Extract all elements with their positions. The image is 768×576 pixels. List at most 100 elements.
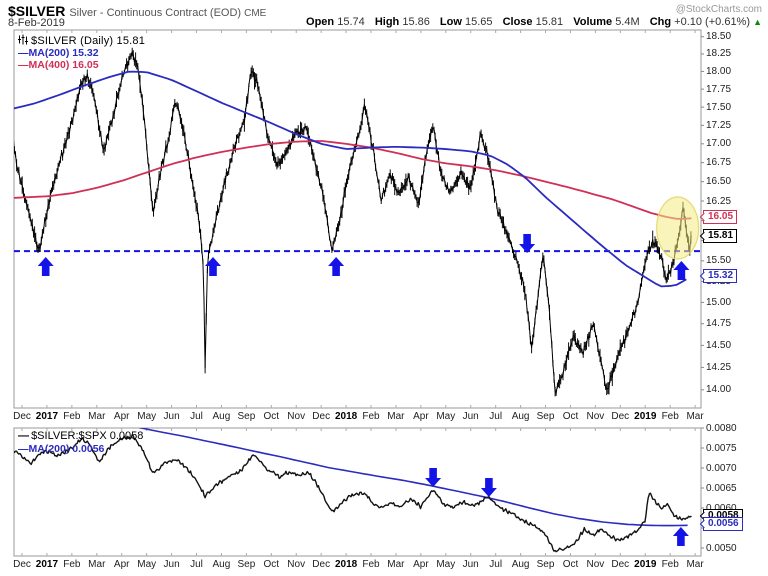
x-axis-label-ratio: Dec <box>13 559 31 570</box>
x-axis-label-price: Feb <box>661 411 679 422</box>
y-axis-label-ratio: 0.0060 <box>706 502 737 514</box>
x-axis-label-price: 2019 <box>634 411 657 422</box>
x-axis-label-price: Sep <box>237 411 256 422</box>
down-arrow-price <box>519 234 536 253</box>
up-arrow-price <box>37 257 54 276</box>
x-axis-label-ratio: May <box>436 559 456 570</box>
high-value: 15.86 <box>402 16 430 28</box>
price-callout-16.05: 16.05 <box>703 209 738 224</box>
down-arrow-ratio <box>480 478 497 497</box>
x-axis-label-ratio: Apr <box>413 559 429 570</box>
x-axis-label-price: Dec <box>611 411 630 422</box>
volume-label: Volume <box>573 16 613 28</box>
y-axis-label-price: 14.75 <box>706 318 732 330</box>
ma400-legend: —MA(400) 16.05 <box>18 59 99 71</box>
x-axis-label-price: May <box>137 411 157 422</box>
ratio-callout-0.0056: 0.0056 <box>703 517 743 531</box>
y-axis-label-ratio: 0.0050 <box>706 542 737 554</box>
stockcharts-credit: @StockCharts.com <box>675 4 762 15</box>
x-axis-label-price: Apr <box>113 411 130 422</box>
x-axis-label-ratio: Aug <box>511 559 530 570</box>
x-axis-label-price: Oct <box>263 411 280 422</box>
ratio-legend: — $SILVER:$SPX 0.0058 <box>18 430 144 442</box>
x-axis-label-ratio: Feb <box>661 559 679 570</box>
up-arrow-price <box>205 257 221 276</box>
x-axis-label-price: Dec <box>312 411 331 422</box>
volume-value: 5.4M <box>615 16 640 28</box>
x-axis-label-ratio: Mar <box>387 559 405 570</box>
symbol-name: Silver - Continuous Contract (EOD) <box>69 7 242 19</box>
x-axis-label-ratio: Jun <box>462 559 479 570</box>
symbol-title: $SILVER <box>8 3 66 19</box>
y-axis-label-price: 18.50 <box>706 31 732 43</box>
x-axis-label-price: Mar <box>387 411 405 422</box>
ma200-legend-label: MA(200) 15.32 <box>28 47 99 59</box>
x-axis-label-price: Feb <box>63 411 81 422</box>
x-axis-label-price: 2017 <box>35 411 59 422</box>
x-axis-label-ratio: Dec <box>312 559 331 570</box>
highlight-ellipse <box>656 196 700 260</box>
x-axis-label-price: Sep <box>536 411 555 422</box>
x-axis-label-price: Jul <box>190 411 203 422</box>
open-label: Open <box>306 16 335 28</box>
x-axis-label-price: Jul <box>489 411 503 422</box>
y-axis-label-price: 16.25 <box>706 195 732 207</box>
chg-value: +0.10 (+0.61%) <box>674 16 751 28</box>
y-axis-label-price: 18.00 <box>706 65 732 77</box>
ratio-series-line <box>14 434 692 553</box>
up-arrow-price <box>328 257 345 276</box>
ma200-legend: —MA(200) 15.32 <box>18 47 99 59</box>
ratio-legend-label: $SILVER:$SPX 0.0058 <box>31 430 144 442</box>
x-axis-label-ratio: Oct <box>562 559 579 570</box>
low-value: 15.65 <box>464 16 493 28</box>
ma400-line <box>14 140 692 220</box>
x-axis-label-ratio: Apr <box>113 559 130 570</box>
x-axis-label-ratio: Dec <box>611 559 630 570</box>
x-axis-label-ratio: Jun <box>163 559 180 570</box>
price-series <box>14 47 692 397</box>
x-axis-label-price: Oct <box>562 411 579 422</box>
x-axis-label-ratio: 2017 <box>35 559 59 570</box>
x-axis-label-ratio: Nov <box>586 559 605 570</box>
x-axis-label-price: Aug <box>511 411 530 422</box>
x-axis-label-ratio: Nov <box>287 559 306 570</box>
y-axis-label-price: 16.50 <box>706 176 732 188</box>
quote-summary: Open 15.74 High 15.86 Low 15.65 Close 15… <box>299 16 762 28</box>
y-axis-label-price: 14.50 <box>706 339 732 351</box>
sharpchart-icon <box>18 34 28 45</box>
low-label: Low <box>439 16 462 28</box>
up-arrow-price <box>673 261 690 280</box>
chg-up-arrow-icon: ▲ <box>753 17 762 27</box>
y-axis-label-price: 17.50 <box>706 101 732 113</box>
y-axis-label-price: 15.00 <box>706 296 732 308</box>
x-axis-label-ratio: Sep <box>536 559 555 570</box>
x-axis-label-price: Apr <box>413 411 429 422</box>
x-axis-label-ratio: Oct <box>263 559 280 570</box>
ratio-ma-legend-label: MA(200) 0.0056 <box>28 443 105 455</box>
y-axis-label-price: 17.00 <box>706 138 732 150</box>
price-callout-15.32: 15.32 <box>703 268 738 283</box>
price-legend-label: $SILVER (Daily) 15.81 <box>31 35 146 47</box>
x-axis-label-price: Mar <box>88 411 106 422</box>
close-value: 15.81 <box>535 16 564 28</box>
ratio-ma-legend: —MA(200) 0.0056 <box>18 443 105 455</box>
x-axis-label-price: Nov <box>586 411 605 422</box>
x-axis-label-ratio: Feb <box>63 559 81 570</box>
x-axis-label-price: May <box>436 411 456 422</box>
down-arrow-ratio <box>425 468 442 487</box>
x-axis-label-ratio: Sep <box>237 559 256 570</box>
y-axis-label-price: 17.75 <box>706 83 732 95</box>
y-axis-label-price: 14.25 <box>706 361 732 373</box>
ma400-legend-label: MA(400) 16.05 <box>28 59 99 71</box>
x-axis-label-ratio: 2018 <box>334 559 358 570</box>
open-value: 15.74 <box>337 16 365 28</box>
y-axis-label-ratio: 0.0070 <box>706 462 737 474</box>
chart-date: 8-Feb-2019 <box>8 17 65 29</box>
x-axis-label-price: Jun <box>462 411 479 422</box>
x-axis-label-price: Aug <box>212 411 231 422</box>
y-axis-label-ratio: 0.0065 <box>706 482 737 494</box>
y-axis-label-price: 18.25 <box>706 48 732 60</box>
x-axis-label-ratio: Aug <box>212 559 231 570</box>
